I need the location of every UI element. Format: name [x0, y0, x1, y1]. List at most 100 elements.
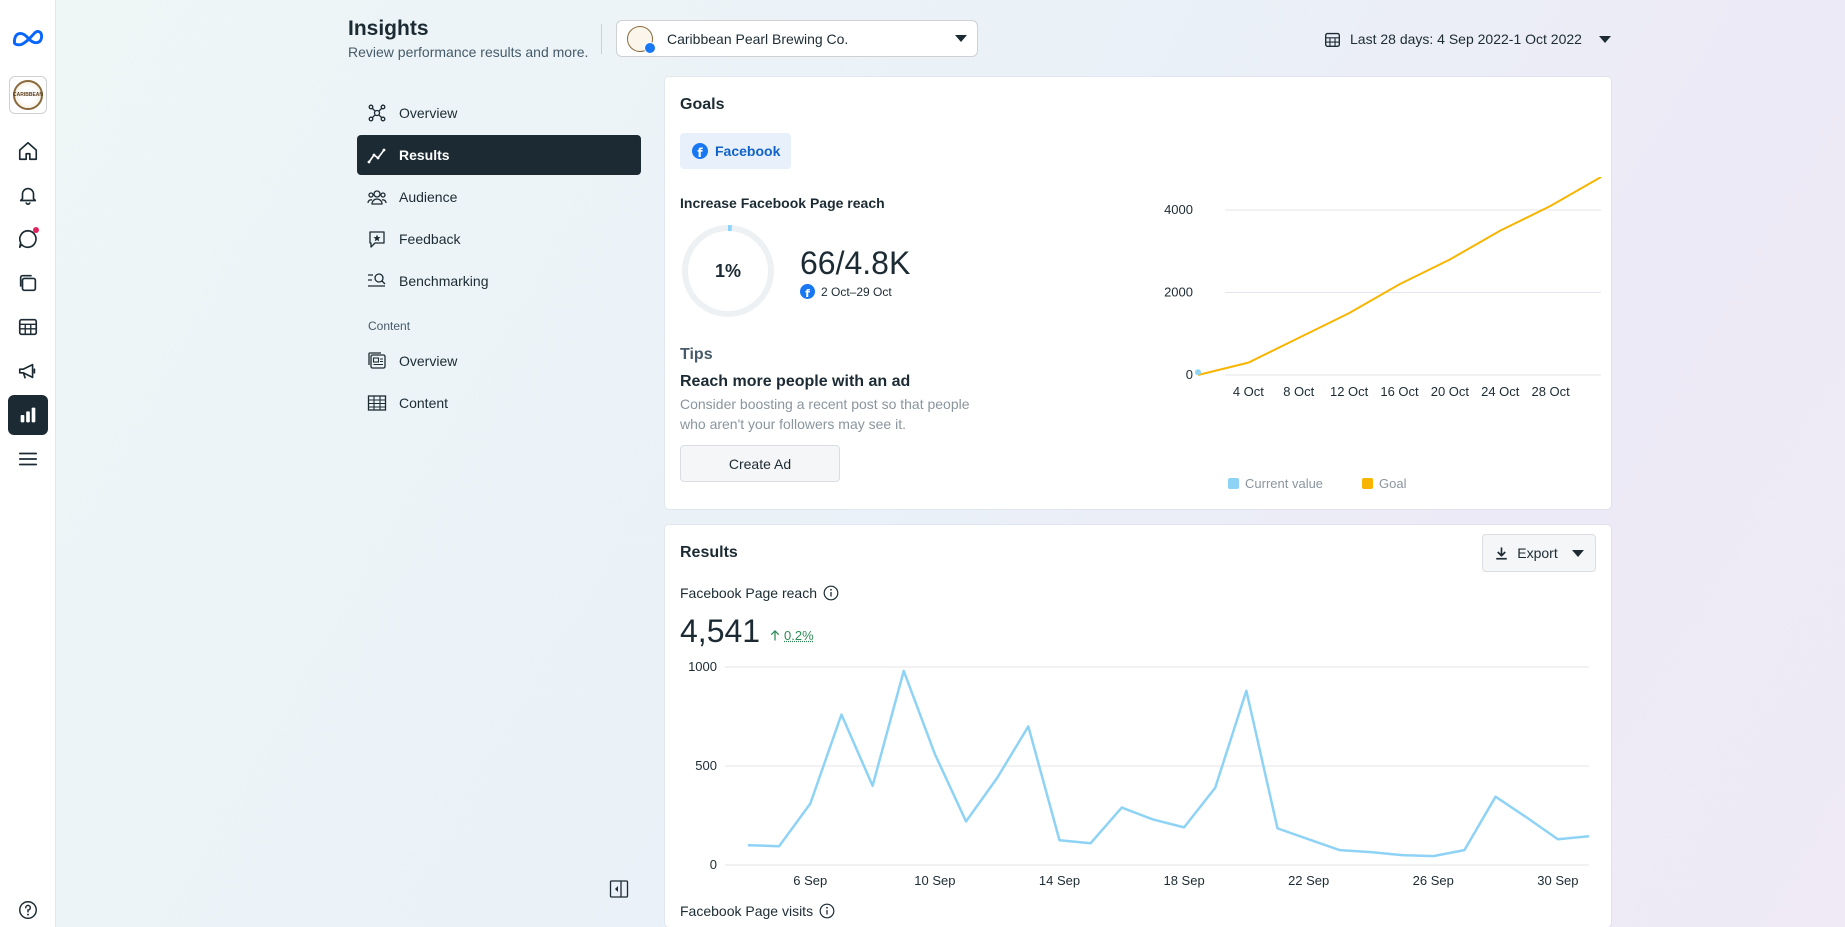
y-tick-label: 0 — [1186, 367, 1193, 382]
nav-item-feedback[interactable]: Feedback — [357, 219, 641, 259]
nav-item-audience[interactable]: Audience — [357, 177, 641, 217]
legend-goal: Goal — [1362, 476, 1406, 491]
date-range-label: Last 28 days: 4 Sep 2022-1 Oct 2022 — [1350, 31, 1582, 47]
table-icon — [367, 395, 387, 411]
results-card: Results Export Facebook Page reach 4,541… — [665, 525, 1611, 927]
info-icon[interactable] — [823, 585, 839, 601]
y-tick-label: 1000 — [688, 659, 717, 674]
legend-current-value: Current value — [1228, 476, 1323, 491]
y-tick-label: 500 — [695, 758, 717, 773]
search-bars-icon — [368, 273, 386, 287]
metric-change-value: 0.2% — [784, 628, 814, 643]
chat-bubble-icon[interactable] — [8, 219, 48, 259]
x-tick-label: 24 Oct — [1481, 384, 1520, 399]
x-tick-label: 14 Sep — [1039, 873, 1080, 888]
x-tick-label: 4 Oct — [1233, 384, 1264, 399]
menu-icon[interactable] — [8, 439, 48, 479]
x-tick-label: 30 Sep — [1537, 873, 1578, 888]
x-tick-label: 28 Oct — [1531, 384, 1570, 399]
nav-item-content-overview[interactable]: Overview — [357, 341, 641, 381]
nav-item-benchmarking[interactable]: Benchmarking — [357, 261, 641, 301]
meta-logo-icon[interactable] — [8, 18, 48, 58]
reach-series-line — [747, 669, 1590, 858]
help-icon[interactable] — [8, 890, 48, 927]
nav-item-overview[interactable]: Overview — [357, 93, 641, 133]
reach-line-chart: 0 500 1000 6 Sep 10 Sep 14 Sep 18 Sep 22 Sep 26 … — [688, 659, 1590, 888]
people-icon — [367, 190, 387, 205]
x-tick-label: 8 Oct — [1283, 384, 1314, 399]
account-selector[interactable]: Caribbean Pearl Brewing Co. — [616, 20, 978, 57]
planner-grid-icon[interactable] — [8, 307, 48, 347]
star-bubble-icon — [369, 231, 385, 248]
legend-label: Current value — [1245, 476, 1324, 491]
content-overview-icon — [368, 352, 386, 369]
chevron-down-icon — [1571, 549, 1584, 557]
content-stack-icon[interactable] — [8, 263, 48, 303]
nav-item-results[interactable]: Results — [357, 135, 641, 175]
goals-title: Goals — [680, 96, 725, 113]
goal-name: Increase Facebook Page reach — [680, 195, 885, 211]
metric-page-visits: Facebook Page visits — [680, 903, 835, 919]
metric-page-reach: Facebook Page reach — [680, 585, 839, 601]
x-tick-label: 10 Sep — [914, 873, 955, 888]
export-label: Export — [1517, 545, 1558, 561]
account-avatar — [627, 25, 656, 54]
x-tick-label: 16 Oct — [1380, 384, 1419, 399]
goal-ratio: 66/4.8K — [800, 245, 911, 281]
metric-change: 0.2% — [770, 628, 814, 643]
tips-heading: Tips — [680, 346, 713, 363]
business-profile-avatar[interactable]: CARIBBEAN — [9, 76, 47, 114]
goal-progress-arc — [682, 225, 774, 317]
create-ad-button[interactable]: Create Ad — [680, 445, 840, 482]
trend-line-icon — [367, 148, 386, 164]
home-icon[interactable] — [8, 131, 48, 171]
nav-item-label: Overview — [399, 105, 458, 121]
tab-facebook-label: Facebook — [715, 143, 781, 159]
nav-item-label: Feedback — [399, 231, 461, 247]
current-value-point — [1195, 369, 1201, 376]
megaphone-icon[interactable] — [8, 351, 48, 391]
page-title: Insights — [348, 17, 429, 40]
profile-logo-text: CARIBBEAN — [13, 80, 43, 110]
results-title: Results — [680, 544, 738, 561]
info-icon[interactable] — [819, 903, 835, 919]
legend-swatch — [1228, 478, 1239, 489]
tab-facebook[interactable]: f Facebook — [680, 133, 791, 169]
goal-progress-percent: 1% — [714, 260, 741, 281]
goal-date-range: f 2 Oct–29 Oct — [800, 284, 892, 299]
nav-section-content: Content — [368, 319, 411, 333]
export-button[interactable]: Export — [1482, 534, 1596, 572]
chevron-down-icon — [955, 35, 967, 42]
left-rail: CARIBBEAN — [0, 0, 56, 927]
date-range-picker[interactable]: Last 28 days: 4 Sep 2022-1 Oct 2022 — [1324, 28, 1611, 50]
notification-dot — [33, 227, 39, 233]
header-divider — [601, 24, 602, 54]
tip-title: Reach more people with an ad — [680, 373, 911, 390]
calendar-icon — [1325, 32, 1340, 47]
metric-label: Facebook Page reach — [680, 585, 817, 601]
download-icon — [1496, 547, 1508, 560]
nav-item-label: Audience — [399, 189, 458, 205]
facebook-badge-icon — [644, 41, 656, 54]
nav-item-label: Results — [399, 147, 450, 163]
page-subtitle: Review performance results and more. — [348, 44, 589, 60]
arrow-up-icon — [770, 630, 780, 641]
x-tick-label: 20 Oct — [1431, 384, 1470, 399]
nav-item-label: Benchmarking — [399, 273, 489, 289]
network-icon — [368, 104, 386, 122]
goal-range-label: 2 Oct–29 Oct — [821, 284, 892, 299]
legend-swatch — [1362, 478, 1373, 489]
bell-icon[interactable] — [8, 175, 48, 215]
bar-chart-icon[interactable] — [8, 395, 48, 435]
x-tick-label: 22 Sep — [1288, 873, 1329, 888]
legend-label: Goal — [1379, 476, 1407, 491]
account-name: Caribbean Pearl Brewing Co. — [667, 30, 849, 47]
y-tick-label: 0 — [710, 857, 717, 872]
nav-item-content[interactable]: Content — [357, 383, 641, 423]
goal-series-line — [1197, 177, 1602, 376]
x-tick-label: 12 Oct — [1330, 384, 1369, 399]
metric-label: Facebook Page visits — [680, 903, 814, 919]
collapse-sidebar-icon[interactable] — [609, 879, 629, 899]
goals-card: Goals f Facebook Increase Facebook Page … — [665, 77, 1611, 509]
nav-item-label: Overview — [399, 353, 458, 369]
